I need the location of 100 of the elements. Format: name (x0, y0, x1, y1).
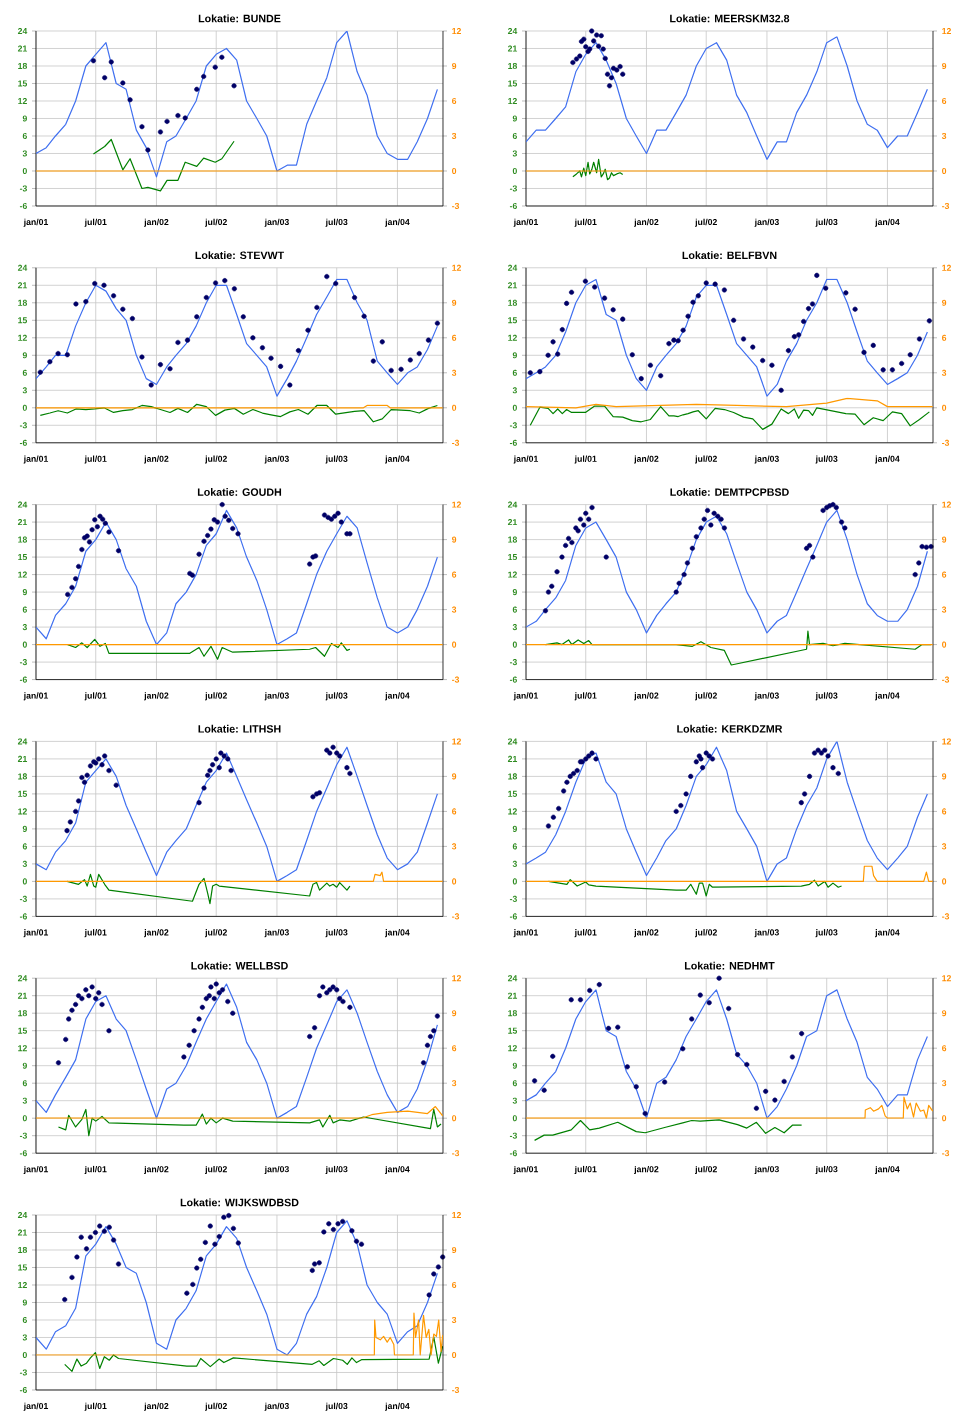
y-tick-label: 21 (17, 755, 28, 762)
y-tick-label: -6 (509, 913, 517, 920)
y-tick-label: 12 (18, 808, 27, 815)
y-tick-label: -3 (509, 422, 517, 429)
y2-tick-label: 9 (942, 773, 947, 780)
y-tick-label: -3 (509, 1132, 517, 1139)
y-tick-label: 12 (18, 571, 27, 578)
x-tick-label: jul/02 (695, 1165, 717, 1174)
y2-tick-label: 6 (452, 1281, 457, 1289)
x-tick-label: jan/04 (385, 692, 410, 701)
chart-title: Lokatie: NEDHMT (684, 961, 775, 970)
y-tick-label: 21 (17, 45, 28, 52)
y-tick-label: 15 (18, 1264, 28, 1271)
y2-tick-label: 0 (452, 878, 457, 885)
y2-tick-label: -3 (942, 1150, 950, 1157)
y-tick-label: -6 (19, 913, 27, 920)
y2-tick-label: 0 (452, 167, 457, 175)
x-tick-label: jan/03 (754, 1165, 779, 1174)
y-tick-label: -3 (19, 422, 27, 429)
x-tick-label: jan/04 (385, 1402, 410, 1411)
y2-tick-label: 12 (452, 975, 461, 982)
y-tick-label: 21 (507, 992, 518, 999)
y-tick-label: 9 (22, 115, 27, 122)
y-tick-label: 0 (22, 1351, 27, 1359)
x-tick-label: jul/02 (205, 692, 227, 701)
y-tick-label: 18 (508, 299, 518, 306)
y-tick-label: 18 (508, 773, 518, 780)
y2-tick-label: -3 (452, 1150, 460, 1157)
y2-tick-label: 9 (452, 299, 457, 306)
x-tick-label: jan/02 (634, 218, 659, 227)
y2-tick-label: 3 (451, 369, 457, 376)
y2-tick-label: 0 (452, 1351, 457, 1359)
chart-title: Lokatie: WIJKSWDBSD (180, 1198, 299, 1207)
y-tick-label: -6 (19, 1386, 27, 1394)
x-tick-label: jan/03 (754, 692, 779, 701)
x-tick-label: jul/01 (84, 1402, 107, 1411)
y-tick-label: 18 (18, 62, 28, 70)
y-tick-label: 15 (508, 80, 518, 87)
y-tick-label: 12 (508, 808, 517, 815)
x-tick-label: jan/03 (264, 929, 289, 938)
y2-tick-label: -3 (452, 676, 460, 683)
y-tick-label: 6 (22, 606, 27, 613)
x-tick-label: jul/02 (695, 455, 717, 464)
x-tick-label: jul/03 (325, 1165, 348, 1174)
x-tick-label: jul/03 (815, 692, 838, 701)
x-tick-label: jan/02 (144, 218, 169, 227)
y-tick-label: 18 (18, 1246, 28, 1254)
y-tick-label: 6 (22, 1316, 27, 1324)
y-tick-label: -6 (509, 1150, 517, 1157)
y-tick-label: 15 (508, 1027, 518, 1034)
y2-tick-label: -3 (452, 439, 460, 446)
y-tick-label: 6 (512, 606, 517, 613)
y-tick-label: 12 (508, 334, 517, 341)
y-tick-label: 21 (17, 519, 28, 526)
x-tick-label: jan/01 (513, 929, 539, 938)
x-tick-label: jul/02 (205, 1402, 227, 1411)
y2-tick-label: 3 (451, 843, 457, 850)
y2-tick-label: 6 (942, 1045, 947, 1052)
x-tick-label: jul/02 (695, 692, 717, 701)
y2-tick-label: 6 (942, 808, 947, 815)
y-tick-label: 0 (512, 167, 517, 175)
x-tick-label: jul/01 (574, 1165, 597, 1174)
y-tick-label: 0 (22, 167, 27, 175)
y2-tick-label: -3 (452, 913, 460, 920)
x-tick-label: jul/01 (574, 218, 597, 227)
y-tick-label: 6 (512, 1080, 517, 1087)
y2-tick-label: 12 (942, 264, 952, 271)
y-tick-label: 21 (17, 992, 28, 999)
y-tick-label: 9 (512, 589, 517, 596)
y2-tick-label: 9 (452, 1246, 457, 1254)
x-tick-label: jul/01 (84, 929, 107, 938)
y2-tick-label: 6 (452, 334, 457, 341)
y2-tick-label: -3 (942, 676, 950, 683)
y-tick-label: 15 (18, 80, 28, 87)
x-tick-label: jul/02 (205, 929, 227, 938)
y2-tick-label: 6 (942, 97, 947, 105)
y2-tick-label: 3 (941, 843, 947, 850)
y-tick-label: 24 (17, 501, 28, 508)
x-tick-label: jul/03 (815, 929, 838, 938)
y-tick-label: 3 (22, 624, 27, 631)
x-tick-label: jan/04 (385, 929, 410, 938)
y2-tick-label: -3 (452, 202, 460, 210)
x-tick-label: jul/01 (574, 455, 597, 464)
y2-tick-label: 3 (941, 606, 947, 613)
y-tick-label: -3 (19, 659, 27, 666)
y2-tick-label: 3 (941, 1080, 947, 1087)
chart-title: Lokatie: LITHSH (198, 724, 281, 733)
y2-tick-label: -3 (452, 1386, 460, 1394)
y2-tick-label: 3 (451, 132, 457, 140)
x-tick-label: jan/02 (634, 929, 659, 938)
y-tick-label: 12 (18, 1045, 27, 1052)
chart-title: Lokatie: BELFBVN (682, 251, 777, 260)
y2-tick-label: -3 (942, 202, 950, 210)
y2-tick-label: -3 (942, 913, 950, 920)
y-tick-label: 3 (512, 624, 517, 631)
x-tick-label: jul/01 (84, 692, 107, 701)
x-tick-label: jul/01 (574, 692, 597, 701)
y-tick-label: 24 (17, 264, 28, 271)
y-tick-label: 6 (22, 369, 27, 376)
y2-tick-label: 3 (941, 132, 947, 140)
